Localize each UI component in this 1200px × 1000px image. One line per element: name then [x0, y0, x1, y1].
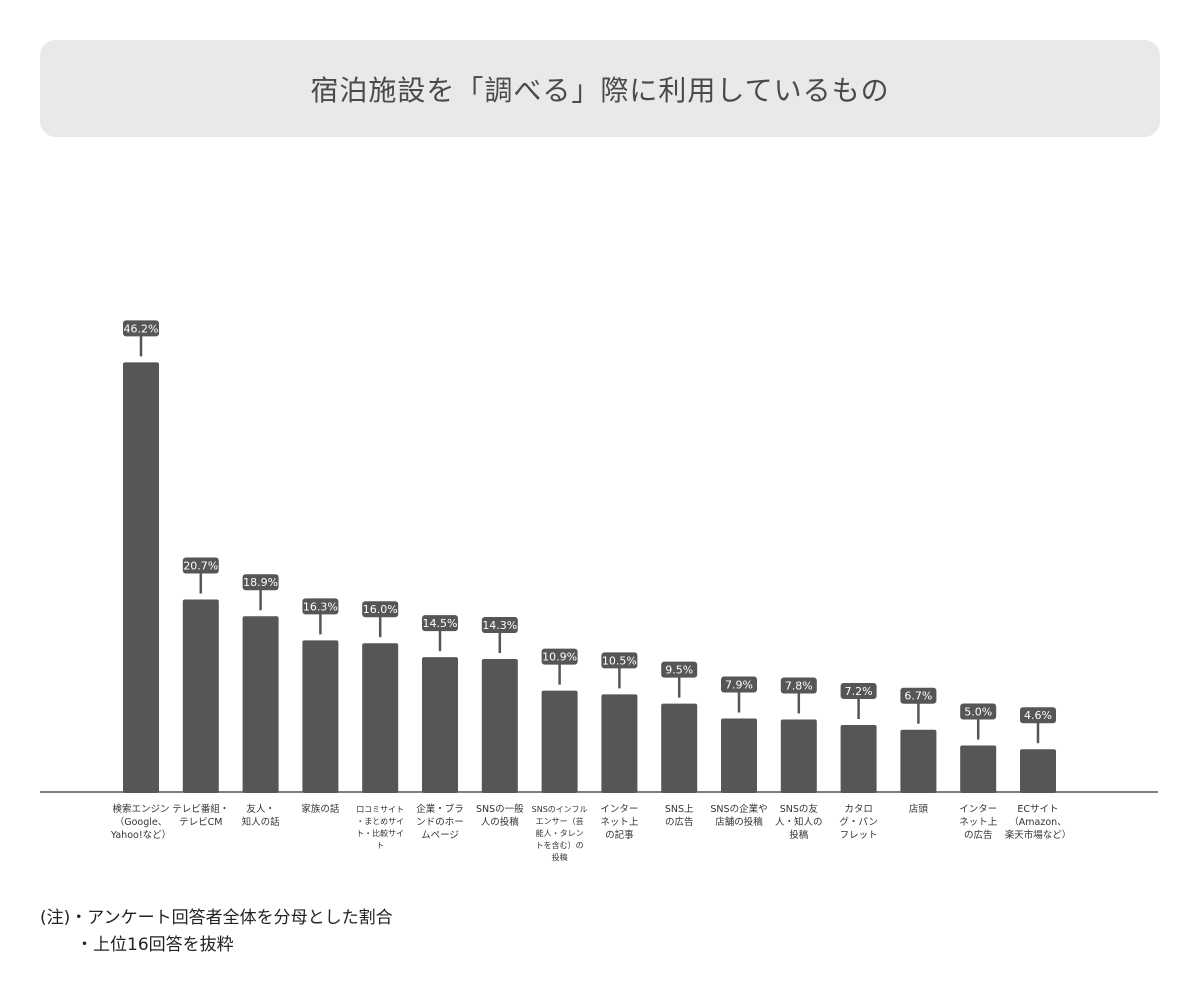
value-label-box — [721, 676, 757, 693]
category-label: 店頭 — [909, 803, 929, 815]
value-label: 10.5% — [602, 654, 637, 667]
category-label: SNSの一般人の投稿 — [476, 803, 524, 828]
bar — [960, 745, 997, 793]
category-label: カタログ・パンフレット — [839, 804, 877, 841]
note-line-2: ・上位16回答を抜粋 — [76, 935, 234, 955]
category-label: 口コミサイト・まとめサイト・比較サイト — [356, 805, 404, 850]
category-label: 検索エンジン（Google、 Yahoo!など） — [110, 803, 171, 841]
value-label-box — [1020, 707, 1056, 724]
bar — [302, 640, 339, 793]
bar — [481, 659, 518, 793]
bar — [840, 725, 877, 793]
value-label: 6.7% — [904, 690, 932, 703]
value-label-box — [422, 615, 458, 632]
category-label: 家族の話 — [301, 803, 340, 815]
chart-title-box: 宿泊施設を「調べる」際に利用しているもの — [40, 40, 1160, 137]
bar — [362, 643, 399, 793]
value-label-box — [123, 320, 159, 337]
value-label: 46.2% — [124, 322, 159, 335]
category-label: SNSのインフルエンサー（芸能人・タレントを含む）の投稿 — [532, 805, 588, 862]
value-label-box — [362, 601, 399, 618]
note-line-1: (注)・アンケート回答者全体を分母とした割合 — [40, 908, 393, 928]
value-label-box — [541, 648, 578, 665]
value-label-box — [481, 617, 518, 634]
bar — [900, 729, 937, 793]
category-label: ECサイト（Amazon、楽天市場など） — [1005, 804, 1072, 841]
value-label: 7.8% — [785, 679, 813, 692]
value-label-box — [960, 703, 997, 720]
bar — [182, 599, 219, 793]
category-label: SNSの企業や店舗の投稿 — [710, 803, 767, 828]
category-label: インターネット上の広告 — [959, 804, 998, 841]
bar — [601, 694, 638, 793]
value-label: 5.0% — [964, 706, 992, 719]
value-label-box — [182, 557, 219, 574]
category-label: SNS上の広告 — [665, 804, 694, 828]
category-label: 友人・知人の話 — [242, 803, 281, 828]
bar — [541, 690, 578, 793]
value-label-box — [661, 661, 698, 678]
value-label-box — [900, 687, 937, 704]
category-label: 企業・ブランドのホームページ — [416, 803, 464, 841]
bar — [1020, 749, 1056, 793]
category-label: SNSの友人・知人の投稿 — [775, 803, 823, 841]
value-label: 20.7% — [183, 559, 218, 572]
bar — [123, 362, 159, 793]
value-label: 10.9% — [542, 651, 577, 664]
value-label: 18.9% — [243, 576, 278, 589]
value-label: 7.2% — [845, 685, 873, 698]
bar — [242, 616, 279, 793]
chart-notes: (注)・アンケート回答者全体を分母とした割合 ・上位16回答を抜粋 — [40, 905, 393, 959]
value-label: 4.6% — [1024, 709, 1052, 722]
value-label-box — [302, 598, 339, 615]
value-label: 14.3% — [482, 619, 517, 632]
value-label: 9.5% — [665, 664, 693, 677]
value-label: 16.3% — [303, 600, 338, 613]
bar — [780, 719, 817, 793]
bar — [422, 657, 458, 793]
bar — [661, 703, 698, 793]
value-label-box — [840, 683, 877, 700]
bar — [721, 718, 757, 793]
value-label: 16.0% — [363, 603, 398, 616]
chart-title: 宿泊施設を「調べる」際に利用しているもの — [310, 73, 890, 107]
category-label: インターネット上の記事 — [600, 804, 639, 841]
value-label-box — [780, 677, 817, 694]
value-label: 14.5% — [423, 617, 458, 630]
value-label-box — [601, 652, 638, 669]
category-label: テレビ番組・テレビCM — [172, 803, 229, 828]
value-label: 7.9% — [725, 679, 753, 692]
value-label-box — [242, 574, 279, 591]
